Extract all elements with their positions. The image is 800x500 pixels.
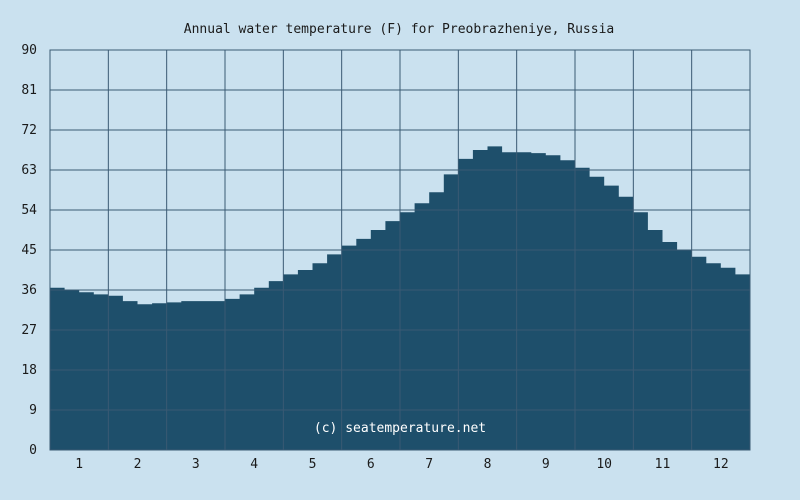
y-tick-label: 72 [21,123,37,138]
y-tick-label: 63 [21,163,37,178]
y-tick-label: 36 [21,283,37,298]
x-tick-label: 4 [250,457,258,472]
x-tick-label: 7 [425,457,433,472]
x-tick-label: 12 [713,457,729,472]
x-tick-label: 5 [309,457,317,472]
x-tick-label: 11 [655,457,671,472]
y-tick-label: 45 [21,243,37,258]
x-tick-label: 1 [75,457,83,472]
y-tick-label: 81 [21,83,37,98]
x-tick-label: 2 [134,457,142,472]
x-tick-label: 9 [542,457,550,472]
x-tick-label: 10 [596,457,612,472]
x-tick-label: 8 [484,457,492,472]
y-tick-label: 18 [21,363,37,378]
watermark: (c) seatemperature.net [314,421,486,436]
x-tick-label: 3 [192,457,200,472]
plot-border [49,49,751,451]
y-tick-label: 90 [21,43,37,58]
y-tick-label: 27 [21,323,37,338]
x-tick-label: 6 [367,457,375,472]
y-tick-label: 54 [21,203,37,218]
y-tick-label: 9 [29,403,37,418]
y-tick-label: 0 [29,443,37,458]
chart-title: Annual water temperature (F) for Preobra… [184,22,614,37]
